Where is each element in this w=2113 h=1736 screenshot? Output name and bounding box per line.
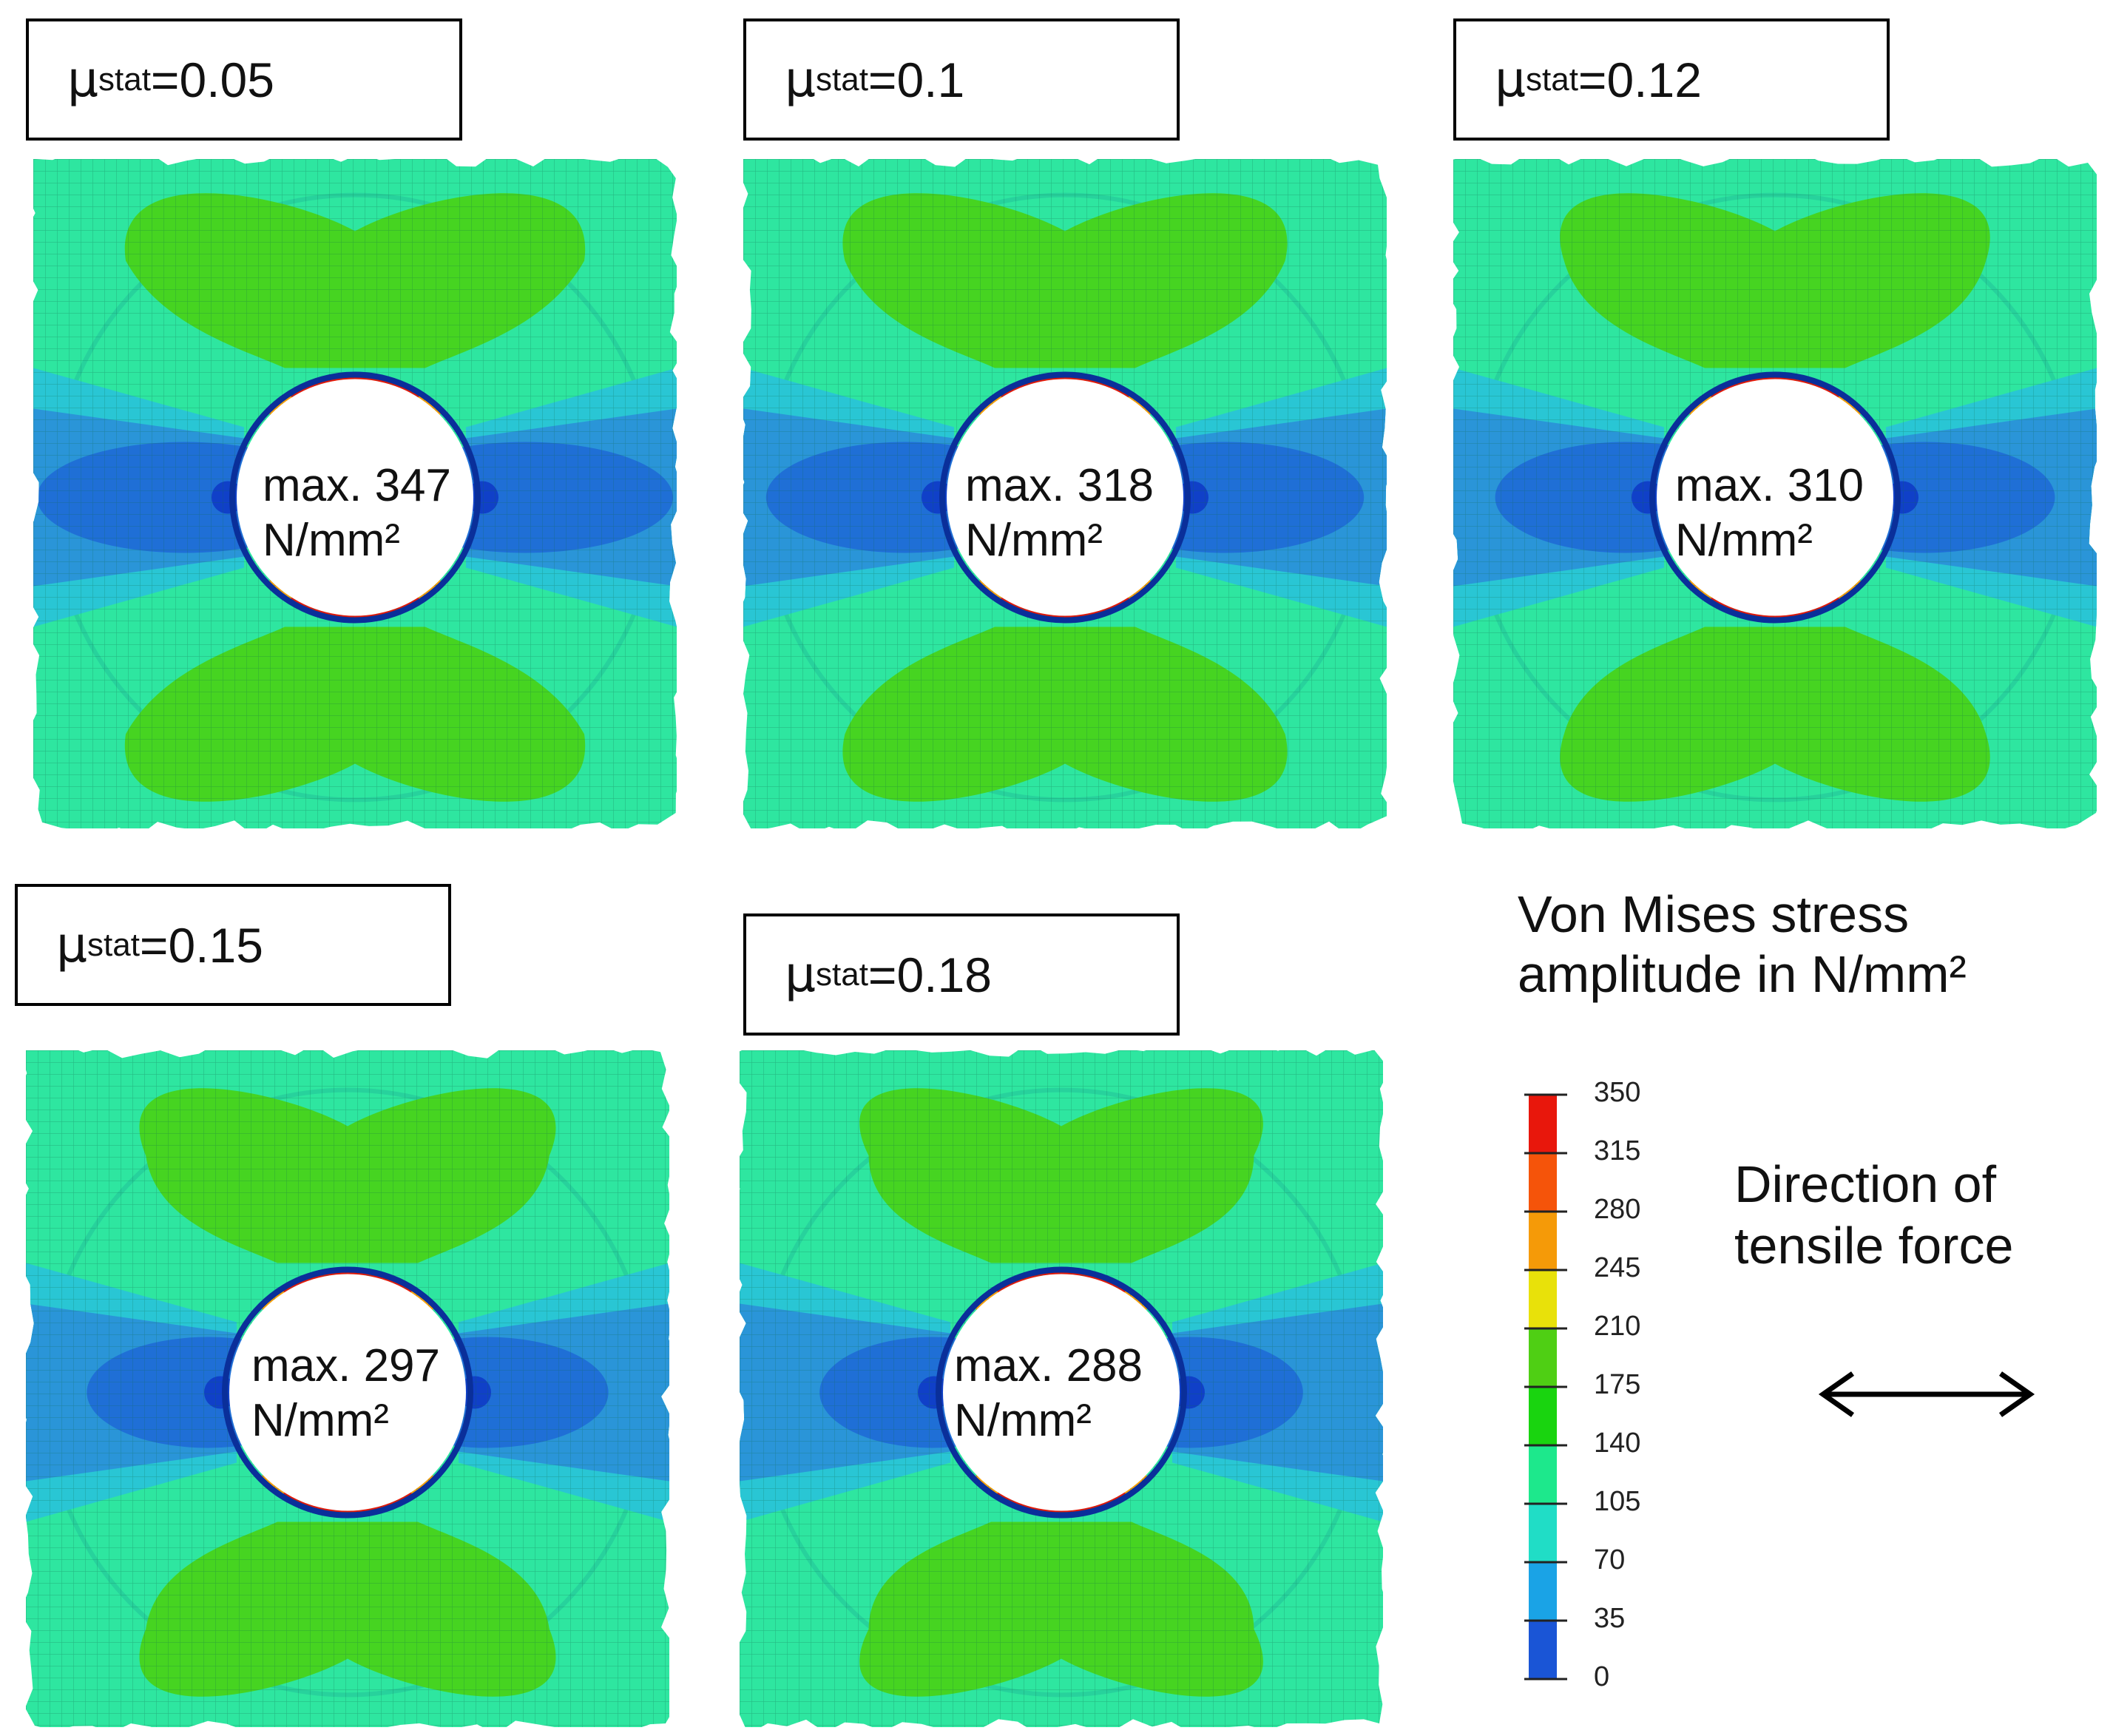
colorbar-tick-label: 140 — [1594, 1428, 1641, 1459]
stress-field-2 — [743, 159, 1387, 828]
colorbar-tick-label: 350 — [1594, 1077, 1641, 1108]
max-stress-label-3: max. 310 N/mm² — [1675, 459, 1864, 569]
mu-symbol: μ — [1495, 50, 1526, 108]
mu-value: =0.18 — [868, 947, 992, 1002]
max-unit: N/mm² — [251, 1395, 389, 1447]
colorbar-svg — [1524, 1093, 1567, 1681]
mu-subscript: stat — [87, 926, 140, 963]
friction-label-4: μ stat =0.15 — [15, 884, 451, 1006]
max-value: max. 297 — [251, 1340, 441, 1391]
mu-value: =0.15 — [139, 917, 263, 973]
mu-value: =0.05 — [150, 52, 274, 107]
colorbar-band-3 — [1529, 1270, 1557, 1329]
colorbar-band-4 — [1529, 1328, 1557, 1388]
stress-field-1 — [33, 159, 677, 828]
mu-symbol: μ — [785, 50, 816, 108]
colorbar-tick-label: 245 — [1594, 1252, 1641, 1283]
double-arrow-icon — [1818, 1371, 2035, 1417]
max-unit: N/mm² — [263, 515, 400, 567]
mu-symbol: μ — [67, 50, 98, 108]
mu-symbol: μ — [56, 916, 87, 973]
colorbar-tick-label: 0 — [1594, 1661, 1610, 1692]
direction-line1: Direction of — [1734, 1155, 1997, 1213]
colorbar-band-2 — [1529, 1212, 1557, 1271]
colorbar-tick-label: 105 — [1594, 1486, 1641, 1517]
friction-label-1: μ stat =0.05 — [26, 18, 462, 141]
colorbar-tick-label: 70 — [1594, 1544, 1626, 1575]
max-value: max. 318 — [965, 460, 1154, 511]
direction-text: Direction of tensile force — [1734, 1154, 2013, 1276]
stress-field-4 — [26, 1050, 669, 1727]
stress-field-3 — [1453, 159, 2097, 828]
max-stress-label-4: max. 297 N/mm² — [251, 1339, 440, 1449]
mu-value: =0.1 — [868, 52, 965, 107]
stress-plot-3 — [1453, 159, 2097, 828]
colorbar-tick-label: 35 — [1594, 1603, 1626, 1634]
colorbar-band-1 — [1529, 1153, 1557, 1212]
legend-title-line2: amplitude in N/mm² — [1518, 945, 1967, 1003]
stress-plot-1 — [33, 159, 677, 828]
friction-label-5: μ stat =0.18 — [743, 913, 1180, 1036]
legend-title: Von Mises stress amplitude in N/mm² — [1518, 885, 1967, 1004]
colorbar-tick-label: 175 — [1594, 1369, 1641, 1400]
colorbar-band-0 — [1529, 1095, 1557, 1154]
colorbar-tick-label: 315 — [1594, 1135, 1641, 1166]
colorbar-tick-label: 210 — [1594, 1311, 1641, 1342]
colorbar-band-9 — [1529, 1621, 1557, 1680]
friction-label-2: μ stat =0.1 — [743, 18, 1180, 141]
colorbar-band-7 — [1529, 1504, 1557, 1563]
max-unit: N/mm² — [954, 1395, 1092, 1447]
mu-symbol: μ — [785, 945, 816, 1003]
mu-subscript: stat — [816, 956, 868, 993]
max-value: max. 347 — [263, 460, 452, 511]
max-value: max. 288 — [954, 1340, 1143, 1391]
colorbar-band-5 — [1529, 1387, 1557, 1446]
colorbar-band-6 — [1529, 1445, 1557, 1504]
max-stress-label-2: max. 318 N/mm² — [965, 459, 1154, 569]
stress-plot-4 — [26, 1050, 669, 1727]
stress-plot-2 — [743, 159, 1387, 828]
max-stress-label-5: max. 288 N/mm² — [954, 1339, 1143, 1449]
mu-subscript: stat — [1526, 61, 1578, 98]
max-value: max. 310 — [1675, 460, 1864, 511]
mu-subscript: stat — [98, 61, 151, 98]
direction-line2: tensile force — [1734, 1216, 2014, 1274]
max-unit: N/mm² — [965, 515, 1103, 567]
stress-field-5 — [740, 1050, 1383, 1727]
colorbar-tick-label: 280 — [1594, 1194, 1641, 1225]
mu-subscript: stat — [816, 61, 868, 98]
colorbar — [1518, 1087, 1577, 1698]
stress-plot-5 — [740, 1050, 1383, 1727]
max-unit: N/mm² — [1675, 515, 1813, 567]
legend-title-line1: Von Mises stress — [1518, 885, 1910, 943]
colorbar-band-8 — [1529, 1562, 1557, 1621]
friction-label-3: μ stat =0.12 — [1453, 18, 1890, 141]
mu-value: =0.12 — [1578, 52, 1702, 107]
max-stress-label-1: max. 347 N/mm² — [263, 459, 451, 569]
